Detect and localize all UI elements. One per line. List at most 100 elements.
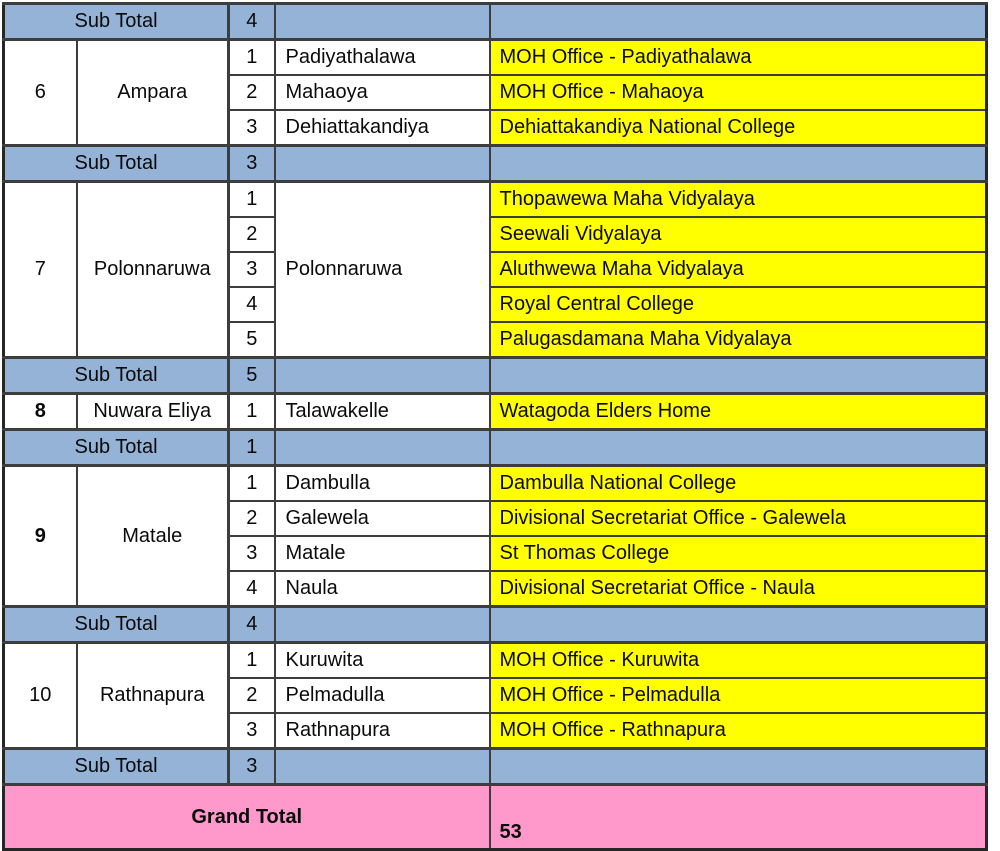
division-cell: Pelmadulla xyxy=(273,677,491,714)
subtotal-empty-cell xyxy=(488,144,988,183)
subtotal-empty-cell xyxy=(488,2,988,41)
row-number-cell: 2 xyxy=(227,216,276,253)
division-cell: Kuruwita xyxy=(273,641,491,679)
venue-cell: MOH Office - Rathnapura xyxy=(488,712,988,750)
subtotal-empty-cell xyxy=(488,356,988,395)
row-number-cell: 2 xyxy=(227,677,276,714)
venue-cell: MOH Office - Padiyathalawa xyxy=(488,38,988,76)
venue-cell: Seewali Vidyalaya xyxy=(488,216,988,253)
venue-cell: Thopawewa Maha Vidyalaya xyxy=(488,180,988,218)
district-name-cell: Rathnapura xyxy=(75,641,230,750)
venue-cell: Divisional Secretariat Office - Naula xyxy=(488,570,988,608)
venue-cell: Royal Central College xyxy=(488,286,988,323)
district-row: 3 Matale St Thomas College xyxy=(4,535,988,572)
division-cell: Galewela xyxy=(273,500,491,537)
district-row: 3 Aluthwewa Maha Vidyalaya xyxy=(4,251,988,288)
row-number-cell: 1 xyxy=(227,392,276,431)
district-row: 3 Dehiattakandiya Dehiattakandiya Nation… xyxy=(4,109,988,147)
subtotal-row: Sub Total 3 xyxy=(2,747,988,786)
district-row: 2 Seewali Vidyalaya xyxy=(4,216,988,253)
district-row: 9 Matale 1 Dambulla Dambulla National Co… xyxy=(2,464,988,608)
venue-cell: Palugasdamana Maha Vidyalaya xyxy=(488,321,988,359)
subtotal-label-cell: Sub Total xyxy=(2,144,230,183)
district-row: 2 Mahaoya MOH Office - Mahaoya xyxy=(4,74,988,111)
subtotal-count-cell: 1 xyxy=(227,428,276,467)
subtotal-row: Sub Total 4 xyxy=(2,2,988,41)
subtotal-count-cell: 4 xyxy=(227,2,276,41)
venue-cell: Dambulla National College xyxy=(488,464,988,502)
subtotal-empty-cell xyxy=(273,2,491,41)
district-name-cell: Nuwara Eliya xyxy=(75,392,230,431)
subtotal-label-cell: Sub Total xyxy=(2,2,230,41)
row-number-cell: 1 xyxy=(227,180,276,218)
venue-cell: MOH Office - Kuruwita xyxy=(488,641,988,679)
district-row: 4 Royal Central College xyxy=(4,286,988,323)
district-number-cell: 6 xyxy=(2,38,78,147)
subtotal-empty-cell xyxy=(488,747,988,786)
row-number-cell: 4 xyxy=(227,286,276,323)
venue-cell: Watagoda Elders Home xyxy=(488,392,988,431)
subtotal-row: Sub Total 5 xyxy=(2,356,988,395)
subtotal-count-cell: 5 xyxy=(227,356,276,395)
district-row: 2 Pelmadulla MOH Office - Pelmadulla xyxy=(4,677,988,714)
subtotal-empty-cell xyxy=(273,747,491,786)
division-cell: Dehiattakandiya xyxy=(273,109,491,147)
district-row: 2 Galewela Divisional Secretariat Office… xyxy=(4,500,988,537)
row-number-cell: 2 xyxy=(227,500,276,537)
division-cell: Rathnapura xyxy=(273,712,491,750)
district-name-cell: Polonnaruwa xyxy=(75,180,230,359)
district-row: 5 Palugasdamana Maha Vidyalaya xyxy=(4,321,988,359)
row-number-cell: 1 xyxy=(227,641,276,679)
division-cell: Naula xyxy=(273,570,491,608)
division-cell: Padiyathalawa xyxy=(273,38,491,76)
row-number-cell: 2 xyxy=(227,74,276,111)
row-number-cell: 3 xyxy=(227,535,276,572)
subtotal-label-cell: Sub Total xyxy=(2,747,230,786)
district-name-cell: Ampara xyxy=(75,38,230,147)
venue-cell: St Thomas College xyxy=(488,535,988,572)
subtotal-empty-cell xyxy=(488,605,988,644)
district-name-cell: Matale xyxy=(75,464,230,608)
row-number-cell: 3 xyxy=(227,712,276,750)
division-cell: Talawakelle xyxy=(273,392,491,431)
division-cell: Mahaoya xyxy=(273,74,491,111)
row-number-cell: 3 xyxy=(227,109,276,147)
district-row: 8 Nuwara Eliya 1 Talawakelle Watagoda El… xyxy=(2,392,988,431)
grand-total-row: Grand Total 53 xyxy=(2,783,988,851)
subtotal-count-cell: 3 xyxy=(227,747,276,786)
row-number-cell: 3 xyxy=(227,251,276,288)
subtotal-empty-cell xyxy=(488,428,988,467)
district-number-cell: 7 xyxy=(2,180,78,359)
row-number-cell: 1 xyxy=(227,464,276,502)
subtotal-row: Sub Total 1 xyxy=(2,428,988,467)
district-row: 7 Polonnaruwa 1 Polonnaruwa Thopawewa Ma… xyxy=(2,180,988,359)
grand-total-label-cell: Grand Total xyxy=(2,783,491,851)
venue-cell: Dehiattakandiya National College xyxy=(488,109,988,147)
subtotal-count-cell: 3 xyxy=(227,144,276,183)
subtotal-row: Sub Total 3 xyxy=(2,144,988,183)
subtotal-empty-cell xyxy=(273,605,491,644)
district-number-cell: 9 xyxy=(2,464,78,608)
district-row: 3 Rathnapura MOH Office - Rathnapura xyxy=(4,712,988,750)
venue-cell: MOH Office - Pelmadulla xyxy=(488,677,988,714)
row-number-cell: 5 xyxy=(227,321,276,359)
row-number-cell: 4 xyxy=(227,570,276,608)
subtotal-count-cell: 4 xyxy=(227,605,276,644)
district-number-cell: 10 xyxy=(2,641,78,750)
venue-cell: Divisional Secretariat Office - Galewela xyxy=(488,500,988,537)
subtotal-row: Sub Total 4 xyxy=(2,605,988,644)
subtotal-empty-cell xyxy=(273,144,491,183)
row-number-cell: 1 xyxy=(227,38,276,76)
district-row: 6 Ampara 1 Padiyathalawa MOH Office - Pa… xyxy=(2,38,988,147)
subtotal-label-cell: Sub Total xyxy=(2,428,230,467)
district-number-cell: 8 xyxy=(2,392,78,431)
subtotal-empty-cell xyxy=(273,428,491,467)
subtotal-empty-cell xyxy=(273,356,491,395)
subtotal-label-cell: Sub Total xyxy=(2,605,230,644)
district-row: 4 Naula Divisional Secretariat Office - … xyxy=(4,570,988,608)
division-cell: Dambulla xyxy=(273,464,491,502)
division-cell: Polonnaruwa xyxy=(273,180,491,359)
subtotal-label-cell: Sub Total xyxy=(2,356,230,395)
